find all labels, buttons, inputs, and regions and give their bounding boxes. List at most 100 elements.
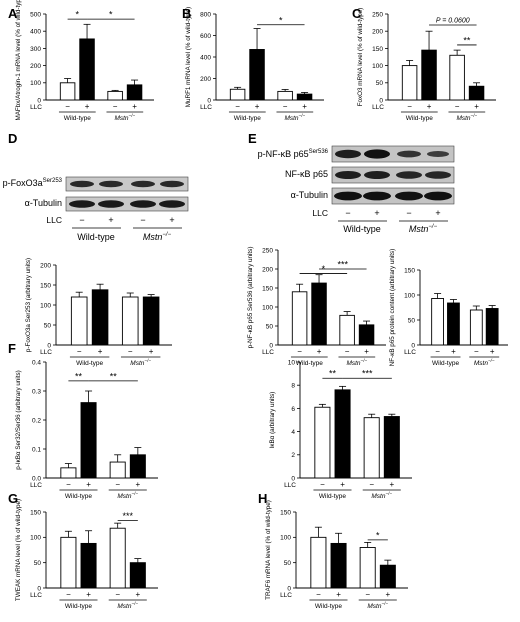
chart-g: 0 50 100 150 TWEAK mRNA level (% of wild-typ… <box>15 499 158 610</box>
group-label: Wild-type <box>64 115 91 122</box>
y-tick-label: 50 <box>266 323 274 330</box>
y-tick-label: 0 <box>37 585 41 592</box>
bar-f2-minus-0 <box>314 406 331 479</box>
y-tick-label: 300 <box>30 46 41 53</box>
llc-sign: − <box>113 102 118 111</box>
llc-sign: − <box>297 347 302 356</box>
bar-e2-minus-0 <box>431 298 444 346</box>
bar-h-minus-1 <box>359 547 376 589</box>
bar-f1-minus-1 <box>109 461 126 479</box>
bar-f2-plus-1 <box>383 416 400 479</box>
llc-sign: + <box>86 590 91 599</box>
group-label: Wild-type <box>319 493 346 500</box>
llc-label: LLC <box>30 482 42 489</box>
y-tick-label: 6 <box>291 406 295 413</box>
bar-d-minus-0 <box>70 296 88 346</box>
llc-sign: + <box>390 480 395 489</box>
llc-sign: − <box>66 590 71 599</box>
bar-b-minus-1 <box>277 90 293 101</box>
y-tick-label: 0.3 <box>32 388 41 395</box>
group-label: Mstn−/− <box>284 113 305 122</box>
bar-f2-plus-0 <box>334 389 351 479</box>
llc-sign: − <box>283 102 288 111</box>
blot-e-strip <box>331 166 455 184</box>
sig-f2-1: ** <box>322 369 343 379</box>
y-tick-label: 0 <box>37 97 41 104</box>
bar-a-minus-1 <box>107 90 123 101</box>
panel-label-e: E <box>248 131 257 146</box>
group-label: Wild-type <box>432 360 459 367</box>
bar-f1-plus-1 <box>129 454 146 479</box>
llc-sign: + <box>490 347 495 356</box>
significance-label: P = 0.0600 <box>436 18 470 25</box>
llc-sign: + <box>302 102 307 111</box>
llc-sign: + <box>98 347 103 356</box>
y-tick-label: 200 <box>262 266 273 273</box>
llc-sign: − <box>65 102 70 111</box>
group-label: Mstn−/− <box>371 491 392 500</box>
llc-sign: + <box>136 590 141 599</box>
bar-f1-minus-0 <box>60 467 77 479</box>
group-label: Wild-type <box>65 493 92 500</box>
llc-label: LLC <box>284 482 296 489</box>
bar-d-plus-1 <box>142 296 160 346</box>
group-label: Mstn−/− <box>474 358 495 367</box>
group-label: Mstn−/− <box>367 601 388 610</box>
llc-sign: + <box>451 347 456 356</box>
y-tick-label: 250 <box>262 247 273 254</box>
blot-d-sign: − <box>79 215 84 225</box>
bar-e1-plus-1 <box>358 324 375 346</box>
blot-d-sign: + <box>169 215 174 225</box>
bar-g-minus-0 <box>60 536 77 589</box>
y-tick-label: 200 <box>200 76 211 83</box>
chart-a: 0 100 200 300 400 500 MAFbx/Atrogin-1 mRNA lev… <box>15 0 154 122</box>
blot-e-row-label: α-Tubulin <box>291 190 328 200</box>
y-tick-label: 0 <box>269 342 273 349</box>
llc-sign: − <box>407 102 412 111</box>
blot-d-llc-label: LLC <box>46 215 62 225</box>
sig-e1-2: *** <box>319 260 367 270</box>
llc-sign: + <box>340 480 345 489</box>
llc-sign: − <box>115 590 120 599</box>
panel-label-h: H <box>258 491 267 506</box>
y-tick-label: 50 <box>376 80 384 87</box>
group-label: Wild-type <box>65 603 92 610</box>
y-axis-label: MuRF1 mRNA level (% of wild-type) <box>185 7 192 107</box>
sig-b-1: * <box>257 15 305 25</box>
sig-f2-2: *** <box>342 369 392 379</box>
bar-b-plus-0 <box>249 49 265 101</box>
chart-b: 0 200 400 600 800 MuRF1 mRNA level (% of wild… <box>185 7 324 122</box>
bar-a-plus-0 <box>79 38 95 101</box>
llc-sign: − <box>128 347 133 356</box>
panel-label-f: F <box>8 341 16 356</box>
y-tick-label: 0 <box>287 585 291 592</box>
y-axis-label: FoxO3 mRNA level (% of wild-type) <box>357 8 364 107</box>
significance-label: ** <box>329 369 337 379</box>
y-axis-label: p-FoxO3a Ser253 (arbitrary units) <box>25 258 32 352</box>
blot-e: p-NF-κB p65Ser536 NF-κB p65 α-Tubulin LL… <box>258 145 455 234</box>
y-tick-label: 400 <box>200 54 211 61</box>
bar-g-minus-1 <box>109 527 126 589</box>
panel-label-b: B <box>182 6 191 21</box>
bar-g-plus-0 <box>80 542 97 589</box>
group-label: Wild-type <box>234 115 261 122</box>
bar-b-minus-0 <box>229 88 246 101</box>
llc-sign: + <box>136 480 141 489</box>
y-tick-label: 10 <box>288 359 296 366</box>
y-tick-label: 150 <box>372 46 383 53</box>
blot-d-sign: + <box>108 215 113 225</box>
y-tick-label: 150 <box>30 509 41 516</box>
llc-label: LLC <box>30 592 42 599</box>
y-tick-label: 150 <box>262 285 273 292</box>
llc-sign: + <box>336 590 341 599</box>
chart-f2: 0 2 4 6 8 10 IκBα (arbitrary units) LLC − + Wild-t… <box>269 359 412 500</box>
blot-d-group-label: Mstn−/− <box>143 232 172 242</box>
y-tick-label: 500 <box>30 11 41 18</box>
bar-e1-minus-1 <box>339 314 355 346</box>
significance-label: ** <box>75 371 83 381</box>
llc-sign: + <box>86 480 91 489</box>
blot-d: p-FoxO3aSer253 α-Tubulin LLC − + − + Wil… <box>3 176 189 242</box>
y-tick-label: 0 <box>411 342 415 349</box>
llc-sign: − <box>369 480 374 489</box>
y-tick-label: 0.4 <box>32 359 41 366</box>
